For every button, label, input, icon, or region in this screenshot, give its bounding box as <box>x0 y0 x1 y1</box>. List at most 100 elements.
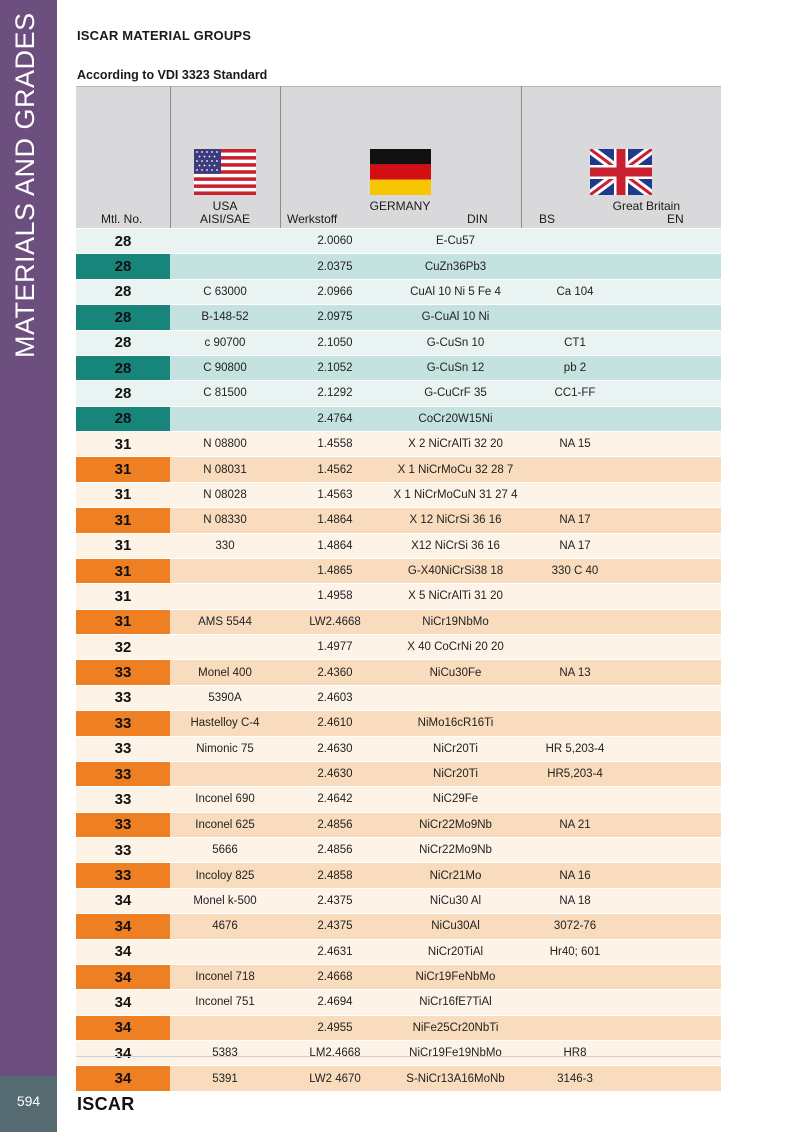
werkstoff-cell: 1.4977 <box>280 634 390 661</box>
aisi-sae-cell: Incoloy 825 <box>170 862 280 889</box>
bs-cell: NA 15 <box>521 431 629 458</box>
en-cell <box>629 913 721 940</box>
aisi-sae-cell <box>170 253 280 280</box>
werkstoff-cell: 1.4865 <box>280 558 390 585</box>
werkstoff-cell: 2.4694 <box>280 989 390 1016</box>
bs-cell: pb 2 <box>521 355 629 382</box>
table-row: 34 4676 2.4375 NiCu30Al 3072-76 <box>76 913 721 940</box>
page-title: ISCAR MATERIAL GROUPS <box>77 28 252 43</box>
din-cell: NiCr20Ti <box>390 736 521 762</box>
aisi-sae-cell: c 90700 <box>170 330 280 356</box>
mtl-cell: 28 <box>76 406 170 433</box>
mtl-cell: 31 <box>76 533 170 559</box>
din-cell: CoCr20W15Ni <box>390 406 521 433</box>
table-row: 34 Inconel 751 2.4694 NiCr16fE7TiAl <box>76 989 721 1016</box>
en-cell <box>629 1040 721 1067</box>
en-cell <box>629 253 721 280</box>
werkstoff-cell: 2.4955 <box>280 1015 390 1042</box>
mtl-cell: 34 <box>76 1015 170 1042</box>
material-table-body: 28 2.0060 E-Cu57 28 2.0375 CuZn36Pb3 28 C 63000… <box>76 229 721 1092</box>
table-row: 33 Hastelloy C-4 2.4610 NiMo16cR16Ti <box>76 710 721 737</box>
header-great-britain: Great Britain <box>612 199 680 213</box>
table-row: 28 C 90800 2.1052 G-CuSn 12 pb 2 <box>76 355 721 382</box>
bs-cell <box>521 1015 629 1042</box>
table-row: 28 C 63000 2.0966 CuAl 10 Ni 5 Fe 4 Ca 104 <box>76 279 721 306</box>
din-cell: NiCu30Fe <box>390 659 521 686</box>
aisi-sae-cell: 5383 <box>170 1040 280 1067</box>
werkstoff-cell: 2.4858 <box>280 862 390 889</box>
bs-cell: CT1 <box>521 330 629 356</box>
en-cell <box>629 533 721 559</box>
din-cell: NiCr16fE7TiAl <box>390 989 521 1016</box>
mtl-cell: 33 <box>76 736 170 762</box>
material-table: 28 2.0060 E-Cu57 28 2.0375 CuZn36Pb3 28 C 63000… <box>76 229 721 1092</box>
din-cell: NiCr20Ti <box>390 761 521 788</box>
table-row: 34 5383 LM2.4668 NiCr19Fe19NbMo HR8 <box>76 1040 721 1067</box>
aisi-sae-cell <box>170 229 280 255</box>
bs-cell <box>521 609 629 636</box>
bs-cell: Hr40; 601 <box>521 939 629 965</box>
aisi-sae-cell: Inconel 625 <box>170 812 280 839</box>
en-cell <box>629 355 721 382</box>
table-row: 31 330 1.4864 X12 NiCrSi 36 16 NA 17 <box>76 533 721 559</box>
mtl-cell: 33 <box>76 837 170 864</box>
table-row: 31 N 08028 1.4563 X 1 NiCrMoCuN 31 27 4 <box>76 482 721 509</box>
werkstoff-cell: 1.4958 <box>280 583 390 610</box>
mtl-cell: 28 <box>76 330 170 356</box>
table-row: 28 2.0060 E-Cu57 <box>76 229 721 255</box>
werkstoff-cell: 1.4563 <box>280 482 390 509</box>
mtl-cell: 34 <box>76 913 170 940</box>
mtl-cell: 31 <box>76 431 170 458</box>
werkstoff-cell: 2.4360 <box>280 659 390 686</box>
en-cell <box>629 1065 721 1092</box>
bs-cell <box>521 989 629 1016</box>
aisi-sae-cell: C 63000 <box>170 279 280 306</box>
din-cell: S-NiCr13A16MoNb <box>390 1065 521 1092</box>
bs-cell: NA 16 <box>521 862 629 889</box>
table-row: 33 Nimonic 75 2.4630 NiCr20Ti HR 5,203-4 <box>76 736 721 762</box>
mtl-cell: 32 <box>76 634 170 661</box>
table-row: 31 1.4958 X 5 NiCrAlTi 31 20 <box>76 583 721 610</box>
din-cell: NiCr20TiAl <box>390 939 521 965</box>
header-divider <box>521 86 522 228</box>
mtl-cell: 31 <box>76 507 170 534</box>
aisi-sae-cell: C 90800 <box>170 355 280 382</box>
werkstoff-cell: 2.4764 <box>280 406 390 433</box>
werkstoff-cell: 2.0975 <box>280 304 390 331</box>
aisi-sae-cell: 5390A <box>170 685 280 712</box>
din-cell: CuAl 10 Ni 5 Fe 4 <box>390 279 521 306</box>
din-cell: X 1 NiCrMoCuN 31 27 4 <box>390 482 521 509</box>
aisi-sae-cell <box>170 406 280 433</box>
table-row: 28 C 81500 2.1292 G-CuCrF 35 CC1-FF <box>76 380 721 407</box>
en-cell <box>629 964 721 991</box>
mtl-cell: 28 <box>76 304 170 331</box>
din-cell: X 2 NiCrAlTi 32 20 <box>390 431 521 458</box>
aisi-sae-cell: N 08330 <box>170 507 280 534</box>
werkstoff-cell: LW2.4668 <box>280 609 390 636</box>
bs-cell <box>521 583 629 610</box>
bs-cell <box>521 964 629 991</box>
germany-flag-icon <box>370 149 431 195</box>
aisi-sae-cell: N 08031 <box>170 456 280 483</box>
mtl-cell: 33 <box>76 812 170 839</box>
table-row: 34 Monel k-500 2.4375 NiCu30 Al NA 18 <box>76 888 721 915</box>
werkstoff-cell: 2.4375 <box>280 888 390 915</box>
header-din: DIN <box>467 212 488 226</box>
aisi-sae-cell: AMS 5544 <box>170 609 280 636</box>
mtl-cell: 33 <box>76 710 170 737</box>
mtl-cell: 34 <box>76 1040 170 1067</box>
table-row: 34 5391 LW2 4670 S-NiCr13A16MoNb 3146-3 <box>76 1065 721 1092</box>
sidebar-title: MATERIALS AND GRADES <box>10 12 40 358</box>
en-cell <box>629 989 721 1016</box>
table-row: 28 2.4764 CoCr20W15Ni <box>76 406 721 433</box>
din-cell: NiMo16cR16Ti <box>390 710 521 737</box>
werkstoff-cell: 2.4610 <box>280 710 390 737</box>
bs-cell <box>521 482 629 509</box>
mtl-cell: 34 <box>76 939 170 965</box>
werkstoff-cell: 2.4603 <box>280 685 390 712</box>
en-cell <box>629 862 721 889</box>
mtl-cell: 31 <box>76 558 170 585</box>
en-cell <box>629 685 721 712</box>
table-row: 31 AMS 5544 LW2.4668 NiCr19NbMo <box>76 609 721 636</box>
werkstoff-cell: 1.4864 <box>280 533 390 559</box>
